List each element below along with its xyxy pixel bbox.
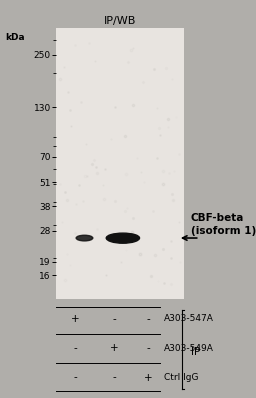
Ellipse shape [76, 235, 93, 241]
Text: kDa: kDa [6, 33, 25, 42]
Text: CBF-beta
(isoform 1): CBF-beta (isoform 1) [191, 213, 256, 236]
Ellipse shape [106, 233, 140, 243]
Text: -: - [112, 314, 116, 324]
Text: -: - [112, 373, 116, 382]
Text: A303-547A: A303-547A [164, 314, 214, 324]
Text: IP: IP [191, 347, 200, 357]
Text: +: + [144, 373, 153, 382]
Text: +: + [71, 314, 80, 324]
Text: -: - [147, 314, 150, 324]
Text: +: + [110, 343, 118, 353]
Text: -: - [74, 343, 77, 353]
Title: IP/WB: IP/WB [104, 16, 136, 26]
Text: Ctrl IgG: Ctrl IgG [164, 373, 198, 382]
Text: -: - [74, 373, 77, 382]
Text: A303-549A: A303-549A [164, 344, 214, 353]
Text: -: - [147, 343, 150, 353]
